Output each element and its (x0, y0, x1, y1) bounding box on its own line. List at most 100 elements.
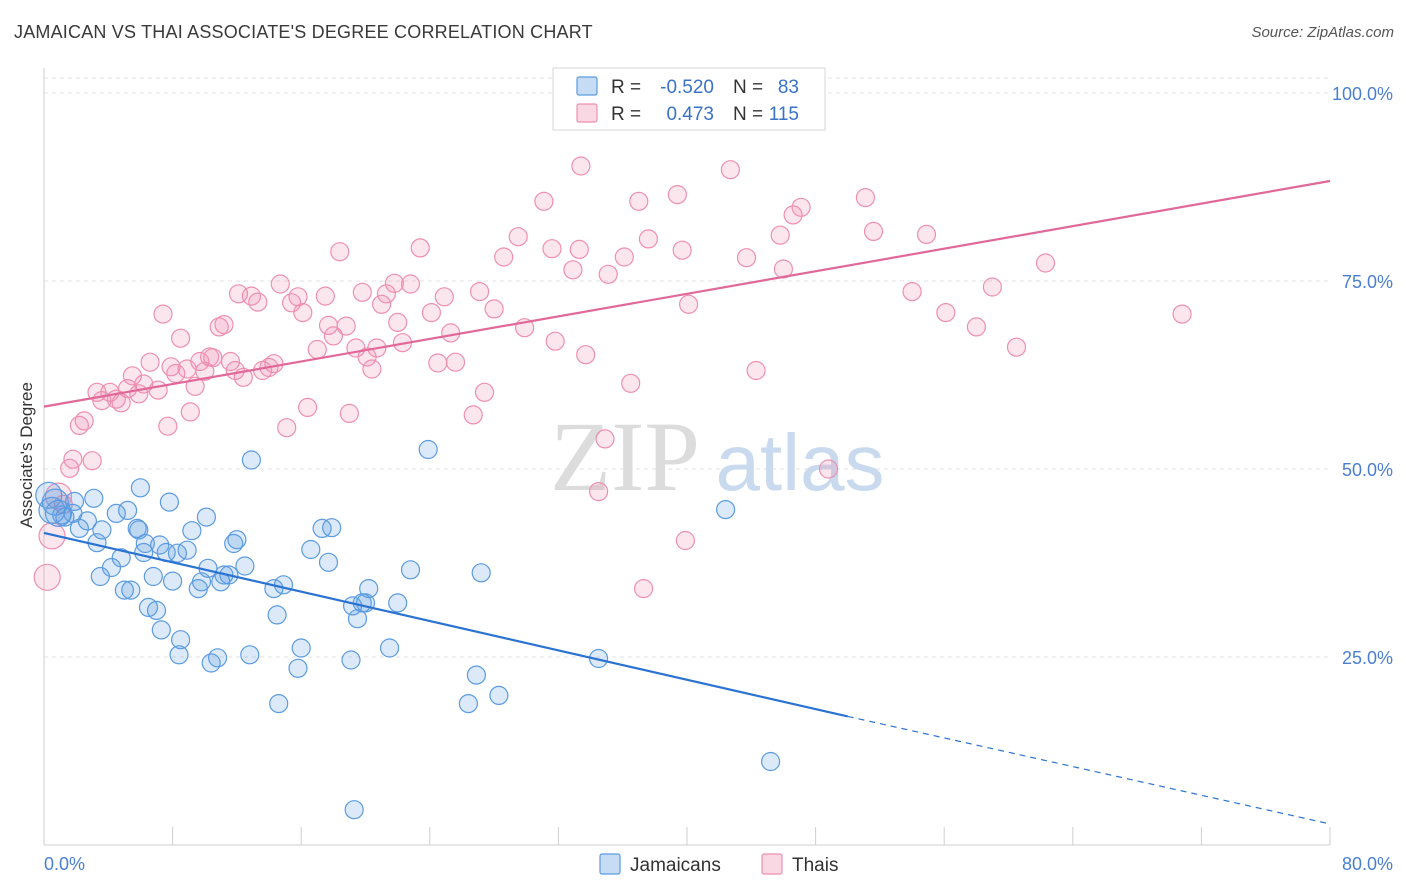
legend-swatch-jamaicans (576, 76, 598, 96)
point-thais (376, 284, 396, 304)
point-thais (82, 451, 102, 471)
point-thais (638, 229, 659, 249)
point-jamaicans (171, 630, 191, 650)
point-jamaicans (64, 491, 85, 511)
point-thais (400, 274, 421, 294)
point-jamaicans (146, 600, 167, 621)
point-thais (863, 221, 884, 241)
point-thais (936, 303, 956, 323)
legend-n-value-thais: 115 (769, 104, 799, 125)
point-thais (153, 304, 173, 324)
source-credit: Source: ZipAtlas.com (1251, 24, 1394, 41)
bottom-legend-thais: Thais (792, 855, 838, 876)
point-jamaicans (269, 693, 289, 714)
point-jamaicans (458, 693, 478, 714)
point-thais (63, 449, 83, 469)
point-thais (180, 402, 200, 422)
point-jamaicans (322, 518, 342, 538)
point-thais (171, 328, 191, 348)
point-thais (746, 360, 766, 381)
watermark-atlas: atlas (716, 418, 885, 507)
legend-swatch-thais (576, 103, 598, 123)
point-thais (74, 411, 94, 431)
point-thais (307, 339, 327, 360)
point-jamaicans (380, 638, 400, 658)
point-jamaicans (150, 535, 170, 555)
trend-line-thais (43, 179, 1331, 408)
point-jamaicans (130, 478, 150, 498)
point-thais (220, 351, 241, 372)
point-jamaicans (77, 511, 98, 531)
point-thais (598, 264, 618, 284)
trend-line-jamaicans (43, 531, 848, 718)
point-thais (595, 429, 615, 449)
point-jamaicans (715, 500, 736, 520)
point-jamaicans (466, 665, 486, 685)
y-tick-label: 25.0% (1342, 648, 1393, 668)
point-thais (140, 352, 160, 372)
point-jamaicans (388, 593, 408, 613)
point-thais (1172, 304, 1192, 324)
point-jamaicans (117, 500, 138, 520)
point-thais (445, 352, 466, 372)
point-thais (288, 287, 308, 307)
point-jamaicans (69, 518, 90, 539)
point-jamaicans (177, 540, 197, 560)
point-jamaicans (301, 539, 321, 560)
point-thais (421, 303, 441, 323)
point-thais (298, 397, 318, 417)
point-thais (463, 405, 483, 425)
point-thais (1006, 337, 1027, 357)
point-jamaicans (114, 580, 135, 600)
point-jamaicans (121, 580, 141, 600)
point-thais (720, 160, 741, 180)
point-jamaicans (182, 521, 202, 541)
point-thais (148, 380, 168, 400)
point-thais (621, 373, 641, 393)
point-jamaicans (400, 560, 421, 580)
bottom-legend-swatch-thais (761, 853, 783, 875)
point-thais (388, 312, 408, 332)
point-jamaicans (241, 450, 261, 470)
point-jamaicans (159, 492, 179, 512)
top-legend: R = -0.520 N = 83 R = 0.473 N = 115 (552, 67, 826, 131)
point-thais (158, 416, 178, 436)
point-jamaicans (235, 556, 255, 576)
point-jamaicans (489, 685, 509, 706)
point-thais (966, 317, 987, 337)
legend-n-label: N = (733, 104, 763, 125)
point-jamaicans (169, 645, 189, 665)
point-jamaicans (208, 648, 228, 668)
point-thais (614, 247, 634, 267)
chart-title: JAMAICAN VS THAI ASSOCIATE'S DEGREE CORR… (14, 22, 593, 42)
point-thais (791, 197, 811, 217)
point-jamaicans (135, 533, 155, 554)
trend-lines (43, 179, 1331, 825)
y-axis-label: Associate's Degree (17, 382, 36, 528)
point-jamaicans (267, 605, 287, 625)
point-thais (203, 348, 223, 368)
point-thais (571, 156, 591, 176)
y-tick-label: 50.0% (1342, 460, 1393, 480)
point-thais (434, 287, 454, 307)
point-thais (339, 403, 359, 423)
point-jamaicans (101, 557, 122, 578)
point-thais (441, 323, 461, 343)
point-thais (336, 316, 356, 336)
point-thais (1035, 253, 1056, 273)
point-thais (667, 185, 688, 205)
point-thais (736, 248, 757, 268)
point-jamaicans (227, 530, 247, 550)
point-thais (384, 273, 404, 293)
point-jamaicans (291, 638, 311, 658)
point-jamaicans (92, 520, 112, 540)
point-thais (672, 240, 692, 260)
bottom-legend: Jamaicans Thais (599, 853, 838, 876)
point-thais (818, 459, 839, 479)
x-tick-label: 0.0% (44, 854, 85, 874)
point-jamaicans (471, 563, 491, 583)
point-jamaicans (201, 653, 221, 673)
point-jamaicans (196, 507, 216, 527)
legend-r-label: R = (611, 104, 641, 125)
